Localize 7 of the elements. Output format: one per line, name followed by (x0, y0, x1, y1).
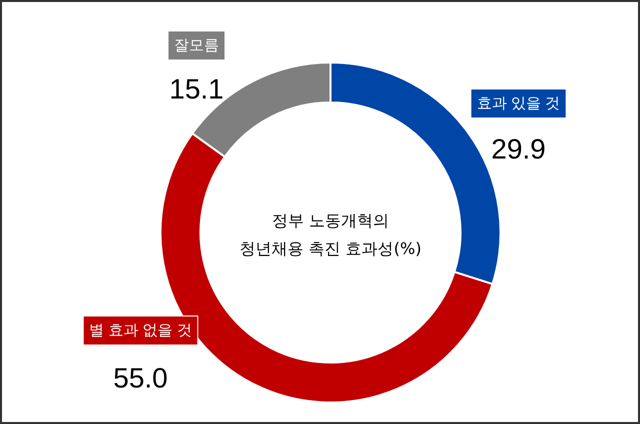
slice-label: 별 효과 없을 것 (89, 322, 192, 339)
data-label: 29.9 (491, 134, 546, 164)
data-label: 55.0 (113, 362, 168, 394)
slice-label: 잘모름 (174, 37, 219, 54)
slice-label: 효과 있을 것 (476, 95, 560, 112)
text: 정부 노동개혁의 청년채용 촉진 효과성(%) (240, 211, 422, 258)
data-label: 15.1 (169, 74, 224, 104)
